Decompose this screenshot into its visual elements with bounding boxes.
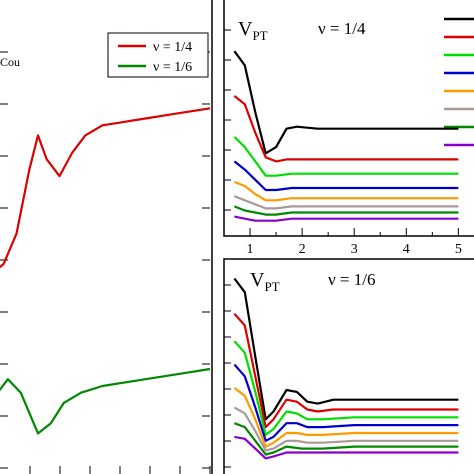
bottom-right-series-lines bbox=[233, 277, 459, 460]
bottom-right-axis-ticks bbox=[224, 284, 231, 468]
series-line-1-5 bbox=[233, 195, 459, 210]
series-line-1-2 bbox=[233, 136, 459, 177]
legend-label-nu-1-4: ν = 1/4 bbox=[153, 40, 192, 55]
series-line-1-3 bbox=[233, 160, 459, 192]
series-line-1-0 bbox=[233, 50, 459, 155]
top-right-series-lines bbox=[233, 50, 459, 222]
top-right-xtick-label: 5 bbox=[455, 242, 462, 257]
left-panel-label: Cou bbox=[0, 55, 20, 69]
series-line-2-4 bbox=[233, 387, 459, 448]
series-line-2-3 bbox=[233, 363, 459, 442]
top-right-xtick-label: 1 bbox=[247, 242, 254, 257]
series-line-1-7 bbox=[234, 215, 459, 222]
top-right-legend bbox=[444, 17, 474, 147]
series-line-1-1 bbox=[233, 95, 459, 163]
top-right-title-sub: PT bbox=[252, 28, 267, 43]
top-right-title: VPT bbox=[238, 18, 268, 43]
bottom-right-panel-frame bbox=[223, 258, 474, 474]
series-line-2-0 bbox=[233, 277, 459, 421]
series-line-2-1 bbox=[233, 312, 459, 429]
top-right-panel: 1 2 3 4 5 VPT ν = 1/4 bbox=[223, 0, 474, 257]
series-line-2-5 bbox=[233, 406, 459, 452]
bottom-right-title-sub: PT bbox=[264, 279, 279, 294]
top-right-xtick-label: 2 bbox=[299, 242, 306, 257]
bottom-right-title: VPT bbox=[250, 269, 280, 294]
top-right-title-main: V bbox=[238, 18, 253, 40]
left-legend-box bbox=[107, 32, 209, 78]
series-line-0-1 bbox=[0, 367, 211, 435]
legend-label-nu-1-6: ν = 1/6 bbox=[153, 60, 192, 75]
bottom-right-panel: VPT ν = 1/6 bbox=[223, 258, 474, 474]
top-right-panel-frame bbox=[223, 0, 474, 237]
left-panel: Cou ν = 1/4 ν = 1/6 bbox=[0, 0, 213, 474]
series-line-2-6 bbox=[234, 422, 459, 456]
series-line-2-2 bbox=[233, 340, 459, 436]
bottom-right-annotation: ν = 1/6 bbox=[328, 270, 376, 289]
top-right-tick-labels: 1 2 3 4 5 bbox=[247, 242, 462, 257]
top-right-xtick-label: 4 bbox=[403, 242, 410, 257]
left-panel-frame bbox=[211, 0, 213, 474]
left-legend: ν = 1/4 ν = 1/6 bbox=[107, 32, 209, 78]
series-line-0-0 bbox=[0, 107, 211, 269]
top-right-axis-ticks bbox=[224, 29, 459, 236]
left-series-lines bbox=[0, 107, 211, 435]
series-line-2-7 bbox=[234, 435, 459, 460]
series-line-1-6 bbox=[233, 205, 459, 216]
left-axis-ticks bbox=[0, 51, 211, 474]
bottom-right-title-main: V bbox=[250, 269, 265, 291]
top-right-annotation: ν = 1/4 bbox=[318, 19, 366, 38]
top-right-xtick-label: 3 bbox=[351, 242, 358, 257]
series-line-1-4 bbox=[233, 180, 459, 202]
